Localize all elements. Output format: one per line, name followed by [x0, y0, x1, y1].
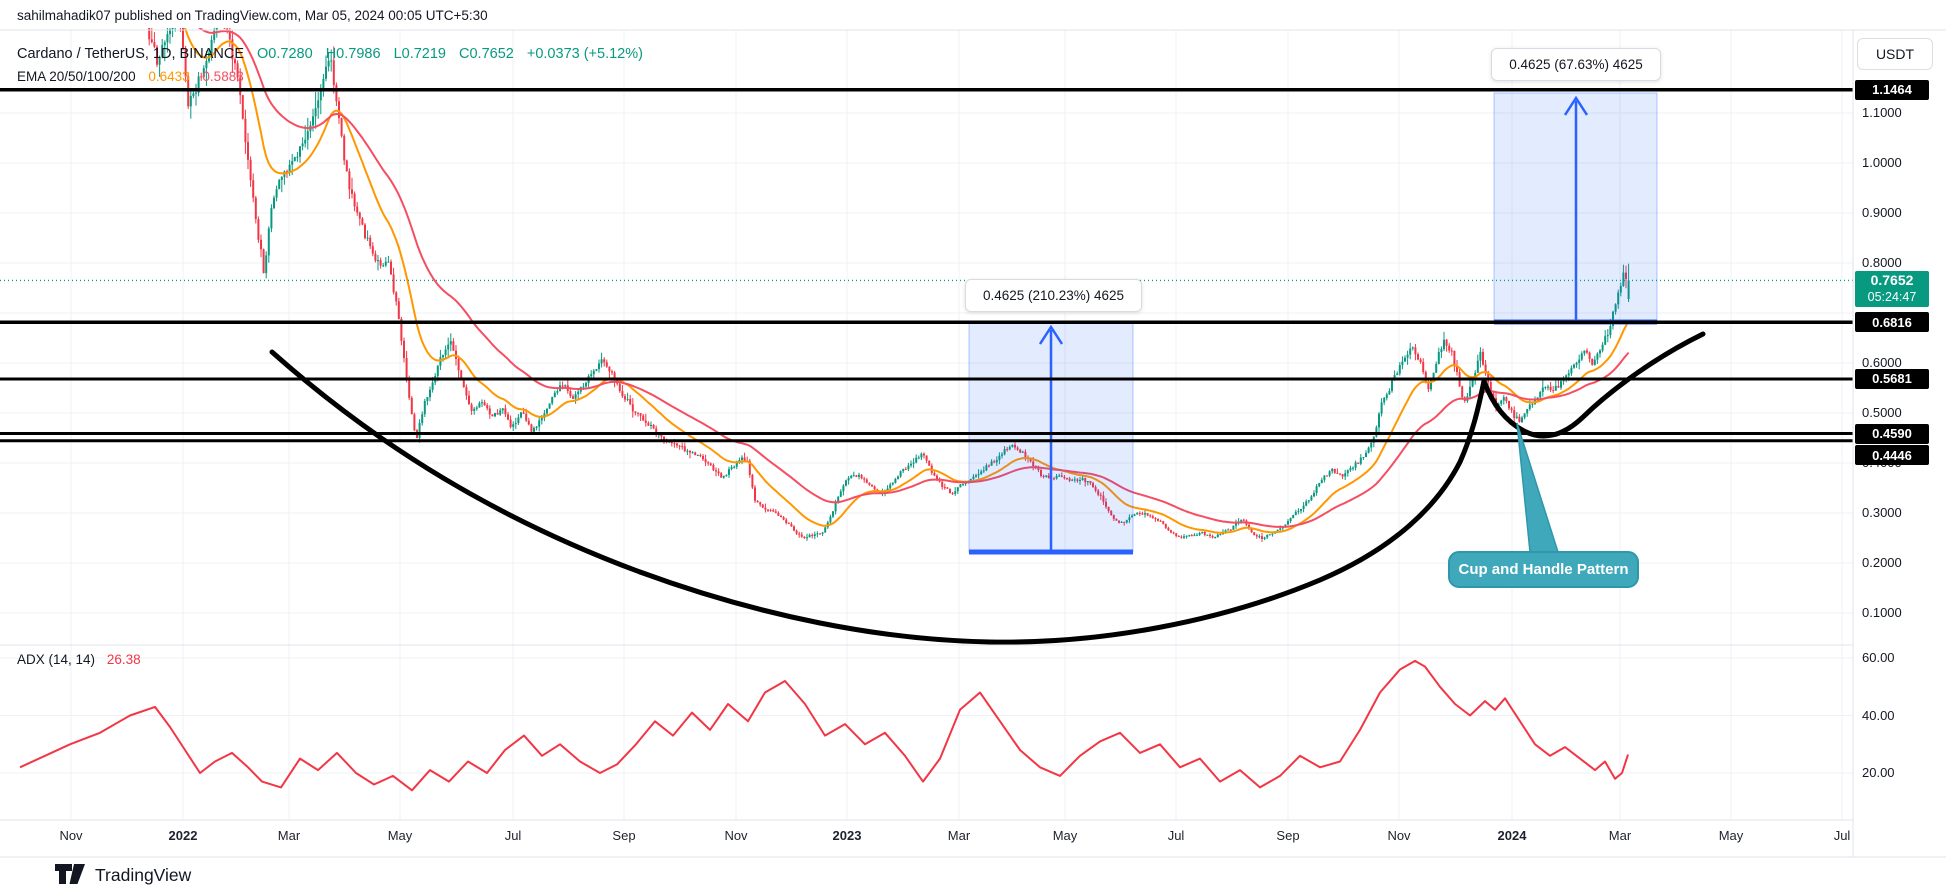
time-tick-label: Jul	[1833, 828, 1851, 843]
symbol-title[interactable]: Cardano / TetherUS, 1D, BINANCE	[17, 46, 244, 62]
cup-curve[interactable]	[269, 349, 1487, 645]
currency-button[interactable]: USDT	[1857, 38, 1933, 70]
bar-countdown-timer: 05:24:47	[1867, 290, 1917, 304]
price-tick-label: 0.8000	[1862, 255, 1902, 270]
ohlc-close: C0.7652	[459, 46, 514, 62]
handle-curve[interactable]	[1481, 331, 1706, 439]
measurement-callout-right[interactable]: 0.4625 (67.63%) 4625	[1491, 48, 1661, 81]
price-level-badge: 0.5681	[1855, 368, 1929, 389]
ema20-value: 0.6433	[148, 69, 190, 84]
price-tick-label: 1.1000	[1862, 105, 1902, 120]
current-price-badge: 0.7652 05:24:47	[1855, 271, 1929, 307]
grid	[0, 30, 1853, 820]
measurement-callout-middle[interactable]: 0.4625 (210.23%) 4625	[965, 279, 1142, 312]
ema-indicator-label[interactable]: EMA 20/50/100/200	[17, 69, 136, 84]
adx-line	[19, 659, 1629, 792]
symbol-legend: Cardano / TetherUS, 1D, BINANCE O0.7280 …	[17, 46, 643, 84]
adx-tick-label: 60.00	[1862, 650, 1895, 665]
price-tick-label: 0.9000	[1862, 205, 1902, 220]
time-tick-label: 2023	[832, 828, 862, 843]
price-tick-label: 0.6000	[1862, 355, 1902, 370]
ema-20-line	[183, 28, 1630, 534]
tradingview-icon	[55, 864, 85, 884]
tradingview-logo-text: TradingView	[95, 864, 192, 885]
time-tick-label: May	[387, 828, 413, 843]
time-tick-label: Nov	[1387, 828, 1411, 843]
price-tick-label: 0.2000	[1862, 555, 1902, 570]
ohlc-high: H0.7986	[325, 46, 381, 62]
time-tick-label: May	[1718, 828, 1744, 843]
time-tick-label: Mar	[277, 828, 301, 843]
time-tick-label: Mar	[1608, 828, 1632, 843]
price-level-badge: 0.6816	[1855, 312, 1929, 333]
ohlc-open: O0.7280	[257, 46, 313, 62]
time-tick-label: Nov	[724, 828, 748, 843]
measurement-box-middle[interactable]	[968, 321, 1134, 555]
price-level-badge: 0.4446	[1855, 445, 1929, 465]
price-tick-label: 0.1000	[1862, 605, 1902, 620]
ema50-value: 0.5883	[202, 69, 244, 84]
pattern-label-pointer	[1516, 422, 1560, 553]
candlestick-series	[148, 28, 1630, 543]
price-tick-label: 0.3000	[1862, 505, 1902, 520]
adx-indicator-label[interactable]: ADX (14, 14)	[17, 652, 96, 667]
publish-header: sahilmahadik07 published on TradingView.…	[17, 8, 488, 23]
ohlc-low: L0.7219	[393, 46, 446, 62]
time-tick-label: Mar	[947, 828, 971, 843]
price-level-badge: 1.1464	[1855, 79, 1929, 100]
price-level-badge: 0.4590	[1855, 423, 1929, 444]
adx-legend: ADX (14, 14) 26.38	[17, 652, 141, 667]
time-tick-label: 2022	[168, 828, 198, 843]
adx-value: 26.38	[106, 652, 141, 667]
tradingview-logo[interactable]: TradingView	[55, 864, 191, 886]
time-tick-label: Sep	[612, 828, 636, 843]
ema-50-line	[198, 28, 1630, 528]
time-tick-label: 2024	[1497, 828, 1527, 843]
price-tick-label: 0.5000	[1862, 405, 1902, 420]
time-tick-label: Sep	[1276, 828, 1300, 843]
time-tick-label: May	[1052, 828, 1078, 843]
measurement-box-right[interactable]	[1493, 92, 1658, 325]
ohlc-change: +0.0373 (+5.12%)	[526, 46, 643, 62]
adx-tick-label: 20.00	[1862, 765, 1895, 780]
pattern-label[interactable]: Cup and Handle Pattern	[1448, 551, 1639, 588]
ema-row: EMA 20/50/100/200 0.6433 0.5883	[17, 69, 643, 84]
ohlc-row: Cardano / TetherUS, 1D, BINANCE O0.7280 …	[17, 46, 643, 67]
current-price-value: 0.7652	[1870, 272, 1914, 288]
time-tick-label: Nov	[59, 828, 83, 843]
time-tick-label: Jul	[504, 828, 522, 843]
adx-tick-label: 40.00	[1862, 707, 1895, 723]
price-tick-label: 1.0000	[1862, 155, 1902, 170]
time-tick-label: Jul	[1167, 828, 1185, 843]
